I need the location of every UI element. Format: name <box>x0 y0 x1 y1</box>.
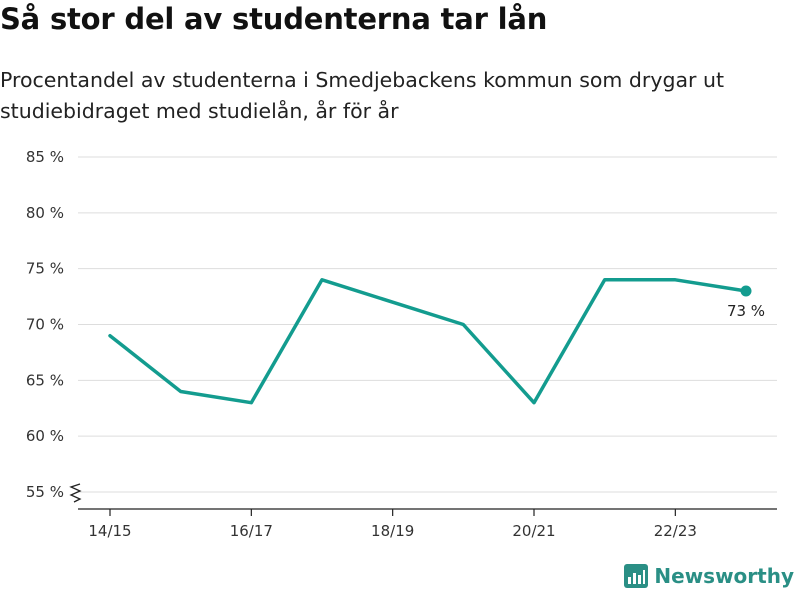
x-tick-label: 18/19 <box>371 522 414 540</box>
y-tick-label: 55 % <box>26 483 64 501</box>
gridlines <box>78 156 777 493</box>
end-point-marker <box>740 285 752 297</box>
series-line <box>108 278 748 405</box>
y-tick-label: 70 % <box>26 316 64 334</box>
y-tick-label: 65 % <box>26 371 64 389</box>
axis-break-icon <box>69 483 82 503</box>
y-tick-label: 85 % <box>26 148 64 166</box>
chart-title: Så stor del av studenterna tar lån <box>0 2 548 36</box>
brand-logo: Newsworthy <box>624 564 794 588</box>
x-tick-label: 22/23 <box>654 522 697 540</box>
end-value-label: 73 % <box>727 302 765 320</box>
x-tick-label: 16/17 <box>230 522 273 540</box>
brand-name: Newsworthy <box>654 564 794 588</box>
y-tick-label: 80 % <box>26 204 64 222</box>
axis-break-zigzag <box>69 483 82 503</box>
chart-subtitle: Procentandel av studenterna i Smedjeback… <box>0 68 725 123</box>
x-tick-label: 20/21 <box>512 522 555 540</box>
x-axis: 14/15 16/17 18/19 20/21 22/23 <box>78 508 777 540</box>
x-tick-label: 14/15 <box>88 522 131 540</box>
y-tick-label: 75 % <box>26 260 64 278</box>
newsworthy-logo-icon <box>624 564 649 588</box>
y-axis-labels: 55 % 60 % 65 % 70 % 75 % 80 % 85 % <box>26 148 64 501</box>
y-tick-label: 60 % <box>26 427 64 445</box>
series-lines <box>108 278 752 405</box>
data-labels: 73 % <box>727 302 765 320</box>
